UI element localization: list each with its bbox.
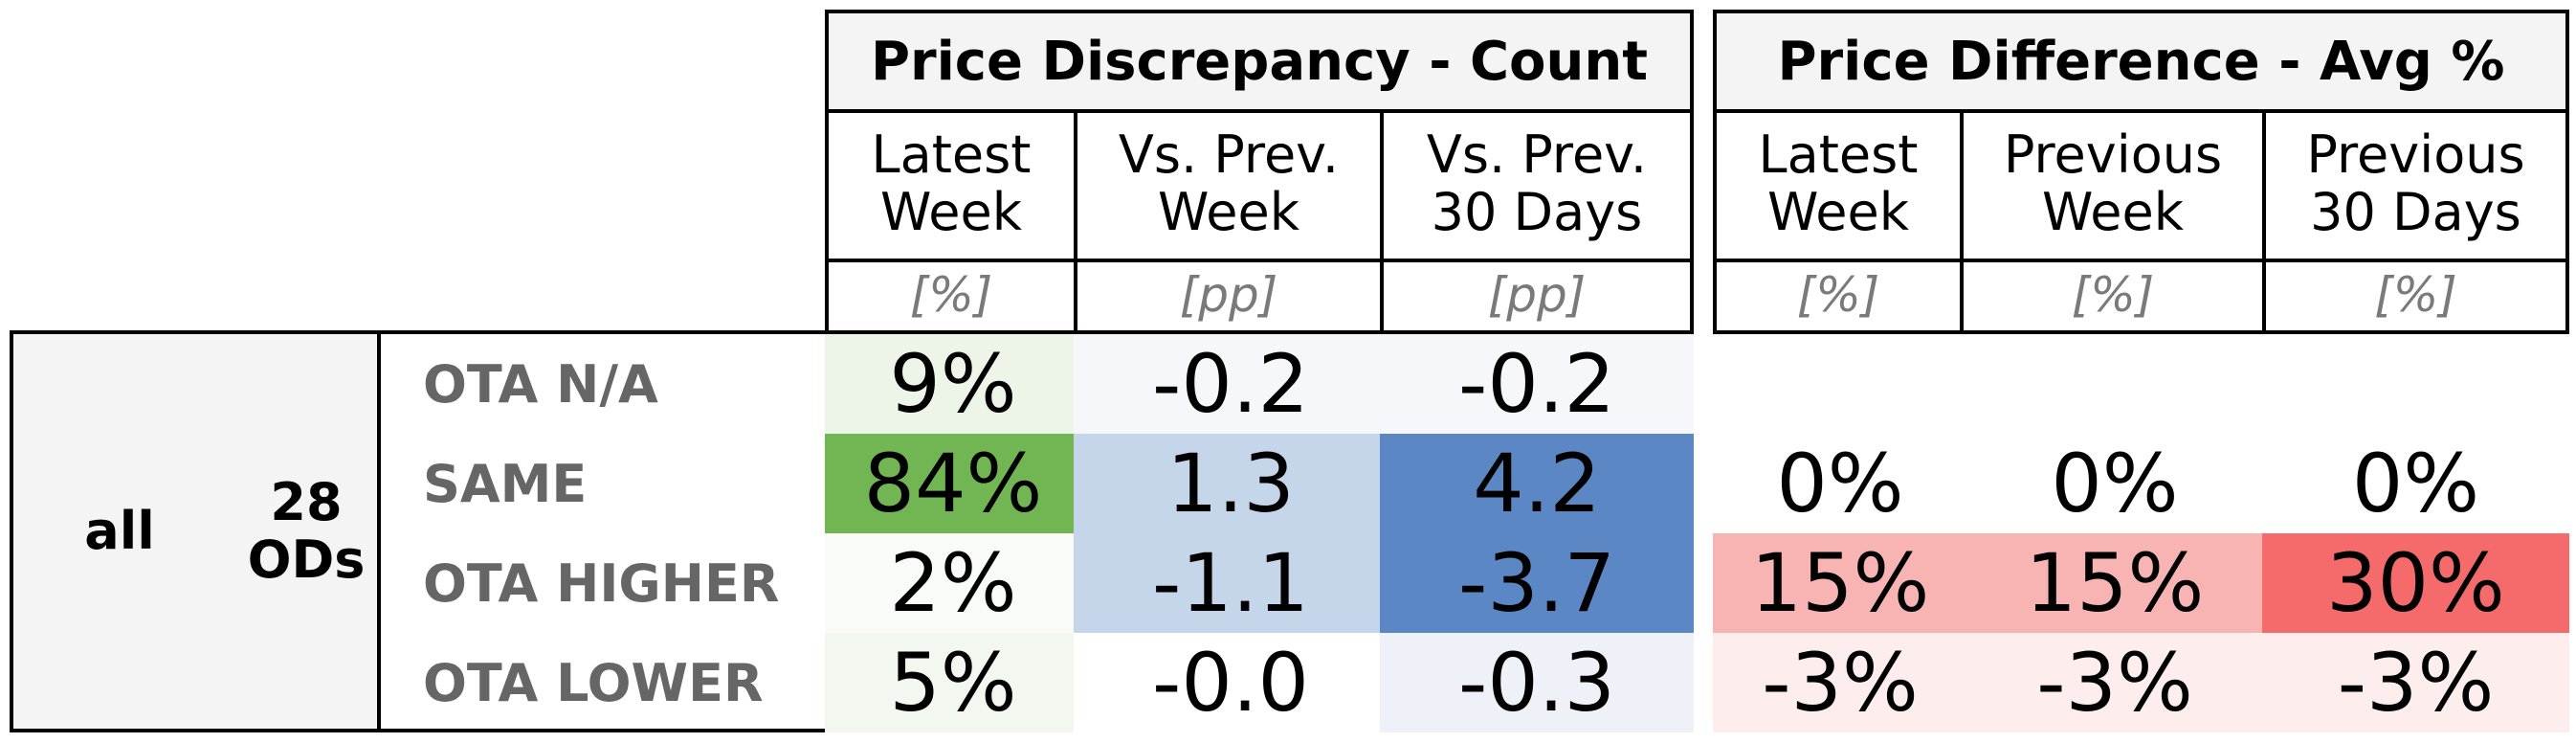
right-col-unit-0: [%] <box>1713 259 1964 334</box>
count-cell: -0.0 <box>1074 633 1388 732</box>
count-cell: 4.2 <box>1380 434 1694 533</box>
right-col-header-1: Previous Week <box>1960 109 2266 262</box>
group-box <box>10 330 381 732</box>
row-label: OTA LOWER <box>423 652 764 713</box>
row-label: OTA HIGHER <box>423 552 780 614</box>
right-col-unit-1: [%] <box>1960 259 2266 334</box>
right-col-header-0: Latest Week <box>1713 109 1964 262</box>
left-col-header-1: Vs. Prev. Week <box>1074 109 1384 262</box>
diff-cell <box>2262 334 2569 434</box>
group-label-all: all <box>84 501 155 561</box>
left-col-unit-1: [pp] <box>1074 259 1384 334</box>
left-col-unit-0: [%] <box>825 259 1077 334</box>
left-col-unit-2: [pp] <box>1380 259 1694 334</box>
diff-cell: 0% <box>1713 434 1967 533</box>
count-cell: 84% <box>825 434 1081 533</box>
diff-cell: 15% <box>1713 533 1967 633</box>
count-cell: 1.3 <box>1074 434 1388 533</box>
row-label: SAME <box>423 453 588 514</box>
right-table-title: Price Difference - Avg % <box>1713 10 2569 113</box>
count-cell: 2% <box>825 533 1081 633</box>
group-divider <box>377 330 381 732</box>
left-col-header-2: Vs. Prev. 30 Days <box>1380 109 1694 262</box>
count-cell: -0.2 <box>1380 334 1694 434</box>
count-cell: 9% <box>825 334 1081 434</box>
diff-cell: 15% <box>1960 533 2270 633</box>
right-col-header-2: Previous 30 Days <box>2262 109 2569 262</box>
diff-cell <box>1960 334 2270 434</box>
diff-cell: 30% <box>2262 533 2569 633</box>
count-cell: 5% <box>825 633 1081 732</box>
diff-cell: 0% <box>2262 434 2569 533</box>
group-label-ods: 28 ODs <box>247 472 366 590</box>
row-label-area <box>381 330 827 732</box>
diff-cell: -3% <box>1960 633 2270 732</box>
right-col-unit-2: [%] <box>2262 259 2569 334</box>
row-label: OTA N/A <box>423 353 658 415</box>
count-cell: -0.2 <box>1074 334 1388 434</box>
count-cell: -1.1 <box>1074 533 1388 633</box>
diff-cell: -3% <box>2262 633 2569 732</box>
left-col-header-0: Latest Week <box>825 109 1077 262</box>
left-table-title: Price Discrepancy - Count <box>825 10 1694 113</box>
diff-cell <box>1713 334 1967 434</box>
diff-cell: -3% <box>1713 633 1967 732</box>
count-cell: -0.3 <box>1380 633 1694 732</box>
diff-cell: 0% <box>1960 434 2270 533</box>
count-cell: -3.7 <box>1380 533 1694 633</box>
